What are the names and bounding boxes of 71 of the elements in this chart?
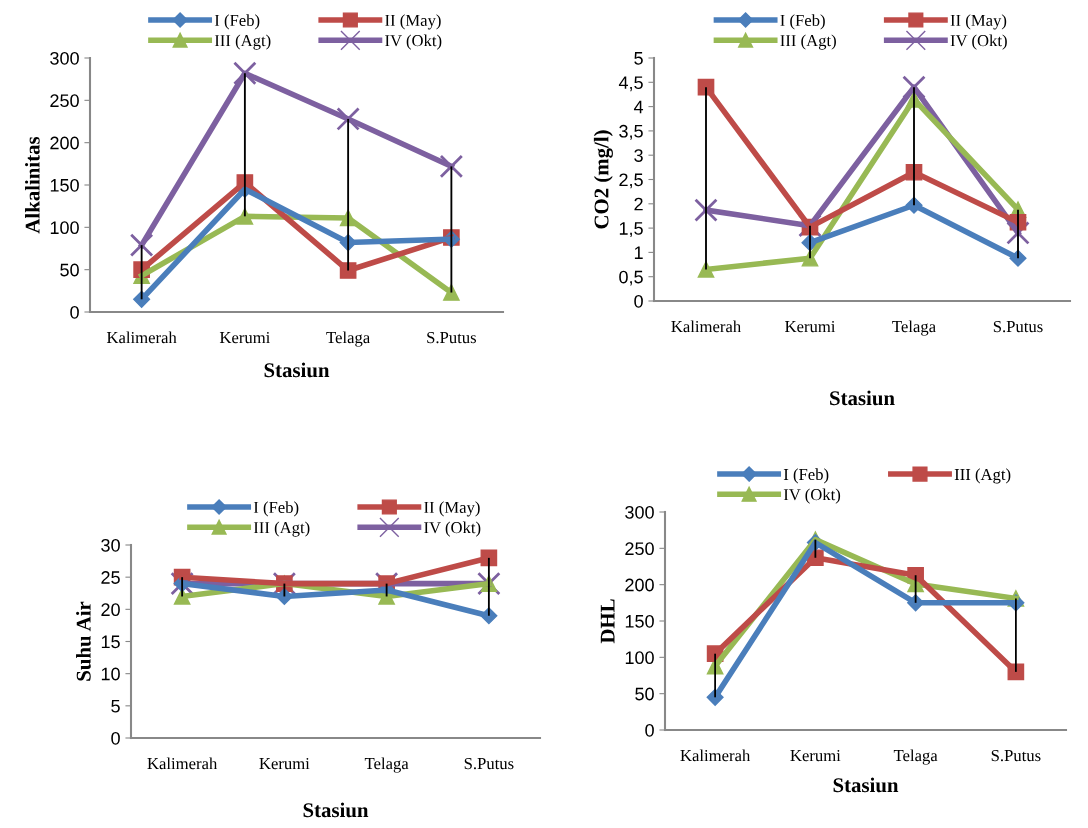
x-tick-label: Kalimerah (671, 320, 741, 333)
y-tick-label: 0 (70, 305, 79, 319)
legend-label: I (Feb) (783, 468, 829, 484)
y-tick-label: 30 (101, 538, 120, 552)
y-tick-label: 200 (625, 578, 654, 592)
y-tick-label: 50 (60, 263, 79, 277)
legend-label: I (Feb) (253, 501, 299, 517)
x-tick-label: Kerumi (259, 757, 310, 770)
y-tick-label: 100 (50, 221, 79, 235)
x-axis-title: Stasiun (264, 362, 330, 378)
legend-label: II (May) (424, 501, 480, 517)
y-tick-label: 4 (633, 100, 644, 114)
x-axis-title: Stasiun (833, 777, 899, 793)
y-tick-label: 250 (625, 542, 654, 556)
y-tick-label: 200 (50, 136, 79, 150)
legend-label: II (May) (385, 14, 441, 30)
x-tick-label: Telaga (326, 331, 370, 347)
legend-label: IV (Okt) (385, 34, 442, 50)
legend-label: III (Agt) (214, 34, 271, 50)
legend-label: I (Feb) (780, 14, 825, 30)
x-tick-label: S.Putus (991, 749, 1041, 762)
y-tick-label: 0 (634, 294, 643, 308)
legend-label: IV (Okt) (783, 488, 841, 504)
y-tick-label: 5 (634, 52, 643, 65)
y-tick-label: 3 (634, 149, 643, 162)
y-tick-label: 0 (645, 723, 654, 737)
x-tick-label: Kerumi (785, 320, 836, 333)
x-tick-label: Kalimerah (106, 331, 177, 344)
y-axis-title: DHL (600, 599, 615, 644)
y-tick-label: 100 (625, 651, 654, 665)
x-axis-title: Stasiun (830, 390, 895, 406)
legend-label: III (Agt) (253, 521, 310, 537)
y-axis-title: CO2 (mg/l) (593, 130, 613, 229)
legend-label: IV (Okt) (424, 521, 481, 537)
x-tick-label: Telaga (364, 757, 409, 773)
legend-label: I (Feb) (214, 14, 260, 30)
y-tick-label: 2 (634, 197, 643, 211)
y-tick-label: 0,5 (619, 270, 643, 286)
y-tick-label: 300 (50, 51, 79, 65)
y-tick-label: 50 (635, 687, 654, 701)
y-tick-label: 150 (625, 614, 654, 628)
y-tick-label: 5 (111, 699, 120, 713)
y-tick-label: 0 (111, 731, 120, 745)
legend-label: III (Agt) (954, 468, 1011, 484)
x-tick-label: Kalimerah (147, 757, 218, 770)
x-axis-title: Stasiun (303, 802, 369, 818)
x-tick-label: S.Putus (427, 331, 477, 344)
x-tick-label: Kerumi (790, 749, 841, 762)
y-tick-label: 1,5 (619, 222, 643, 237)
y-tick-label: 10 (101, 667, 120, 681)
x-tick-label: S.Putus (464, 757, 514, 770)
x-tick-label: Telaga (892, 320, 936, 336)
y-tick-label: 15 (101, 635, 120, 649)
y-axis-title: Alkalinitas (25, 136, 40, 234)
x-tick-label: S.Putus (993, 320, 1043, 333)
legend-label: IV (Okt) (950, 34, 1007, 50)
y-tick-label: 300 (625, 505, 654, 519)
y-tick-label: 25 (101, 571, 120, 584)
y-tick-label: 4,5 (618, 76, 643, 92)
y-tick-label: 150 (50, 178, 79, 192)
x-tick-label: Telaga (893, 749, 938, 765)
x-tick-label: Kerumi (219, 331, 271, 344)
legend-label: II (May) (950, 14, 1007, 30)
y-tick-label: 2,5 (619, 173, 643, 189)
legend-label: III (Agt) (780, 34, 836, 50)
y-tick-label: 20 (101, 603, 120, 617)
y-axis-title: Suhu Air (76, 601, 91, 681)
y-tick-label: 250 (50, 94, 79, 108)
x-tick-label: Kalimerah (680, 749, 751, 762)
y-tick-label: 1 (634, 246, 643, 259)
y-tick-label: 3,5 (619, 124, 643, 140)
